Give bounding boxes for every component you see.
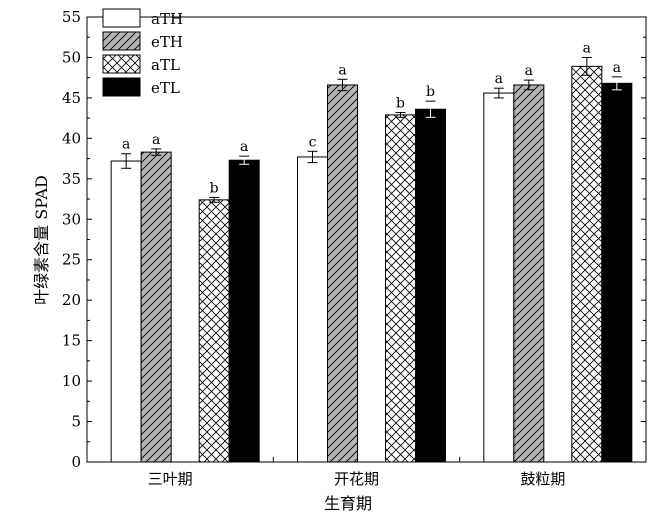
bar (140, 151, 172, 463)
y-tick-label: 5 (71, 413, 81, 431)
y-tick-label: 35 (62, 170, 81, 188)
y-tick-label: 0 (71, 453, 81, 471)
y-axis-label: 叶绿素含量 SPAD (32, 175, 51, 305)
y-tick-label: 10 (62, 372, 81, 390)
bar (385, 114, 416, 463)
legend-swatch (102, 31, 141, 51)
legend-swatch (102, 54, 141, 74)
bar (198, 199, 230, 463)
y-tick-label: 15 (62, 332, 81, 350)
significance-label: a (240, 139, 248, 155)
bar (327, 84, 358, 463)
significance-label: a (122, 137, 130, 153)
legend-label: aTL (151, 56, 180, 74)
bar (297, 156, 328, 463)
legend: aTH eTH aTL eTL (102, 8, 183, 97)
significance-label: a (525, 63, 533, 79)
y-tick-label: 20 (62, 291, 81, 309)
x-tick-label: 鼓粒期 (520, 470, 565, 488)
significance-label: b (396, 95, 405, 111)
y-tick-label: 45 (62, 89, 81, 107)
legend-label: eTL (151, 79, 180, 97)
bar (513, 84, 545, 463)
y-tick-label: 55 (62, 8, 81, 26)
y-tick-label: 25 (62, 251, 81, 269)
x-axis-label: 生育期 (324, 494, 372, 513)
significance-label: b (210, 180, 219, 196)
significance-label: a (495, 71, 503, 87)
legend-swatch (102, 8, 141, 28)
y-tick-label: 40 (62, 129, 81, 147)
x-tick-label: 开花期 (334, 470, 379, 488)
significance-label: a (152, 132, 160, 148)
bar (110, 160, 142, 463)
bar (483, 92, 515, 463)
significance-label: a (338, 62, 346, 78)
significance-label: c (309, 134, 317, 150)
significance-label: b (426, 84, 435, 100)
bar (228, 159, 260, 463)
y-tick-label: 30 (62, 210, 81, 228)
y-tick-label: 50 (62, 48, 81, 66)
bar (415, 108, 446, 463)
significance-label: a (613, 60, 621, 76)
legend-label: aTH (151, 10, 183, 28)
significance-label: a (583, 40, 591, 56)
legend-swatch (102, 77, 141, 97)
bar (601, 82, 633, 463)
bar (571, 65, 603, 463)
legend-label: eTH (151, 33, 183, 51)
x-tick-label: 三叶期 (148, 470, 193, 488)
